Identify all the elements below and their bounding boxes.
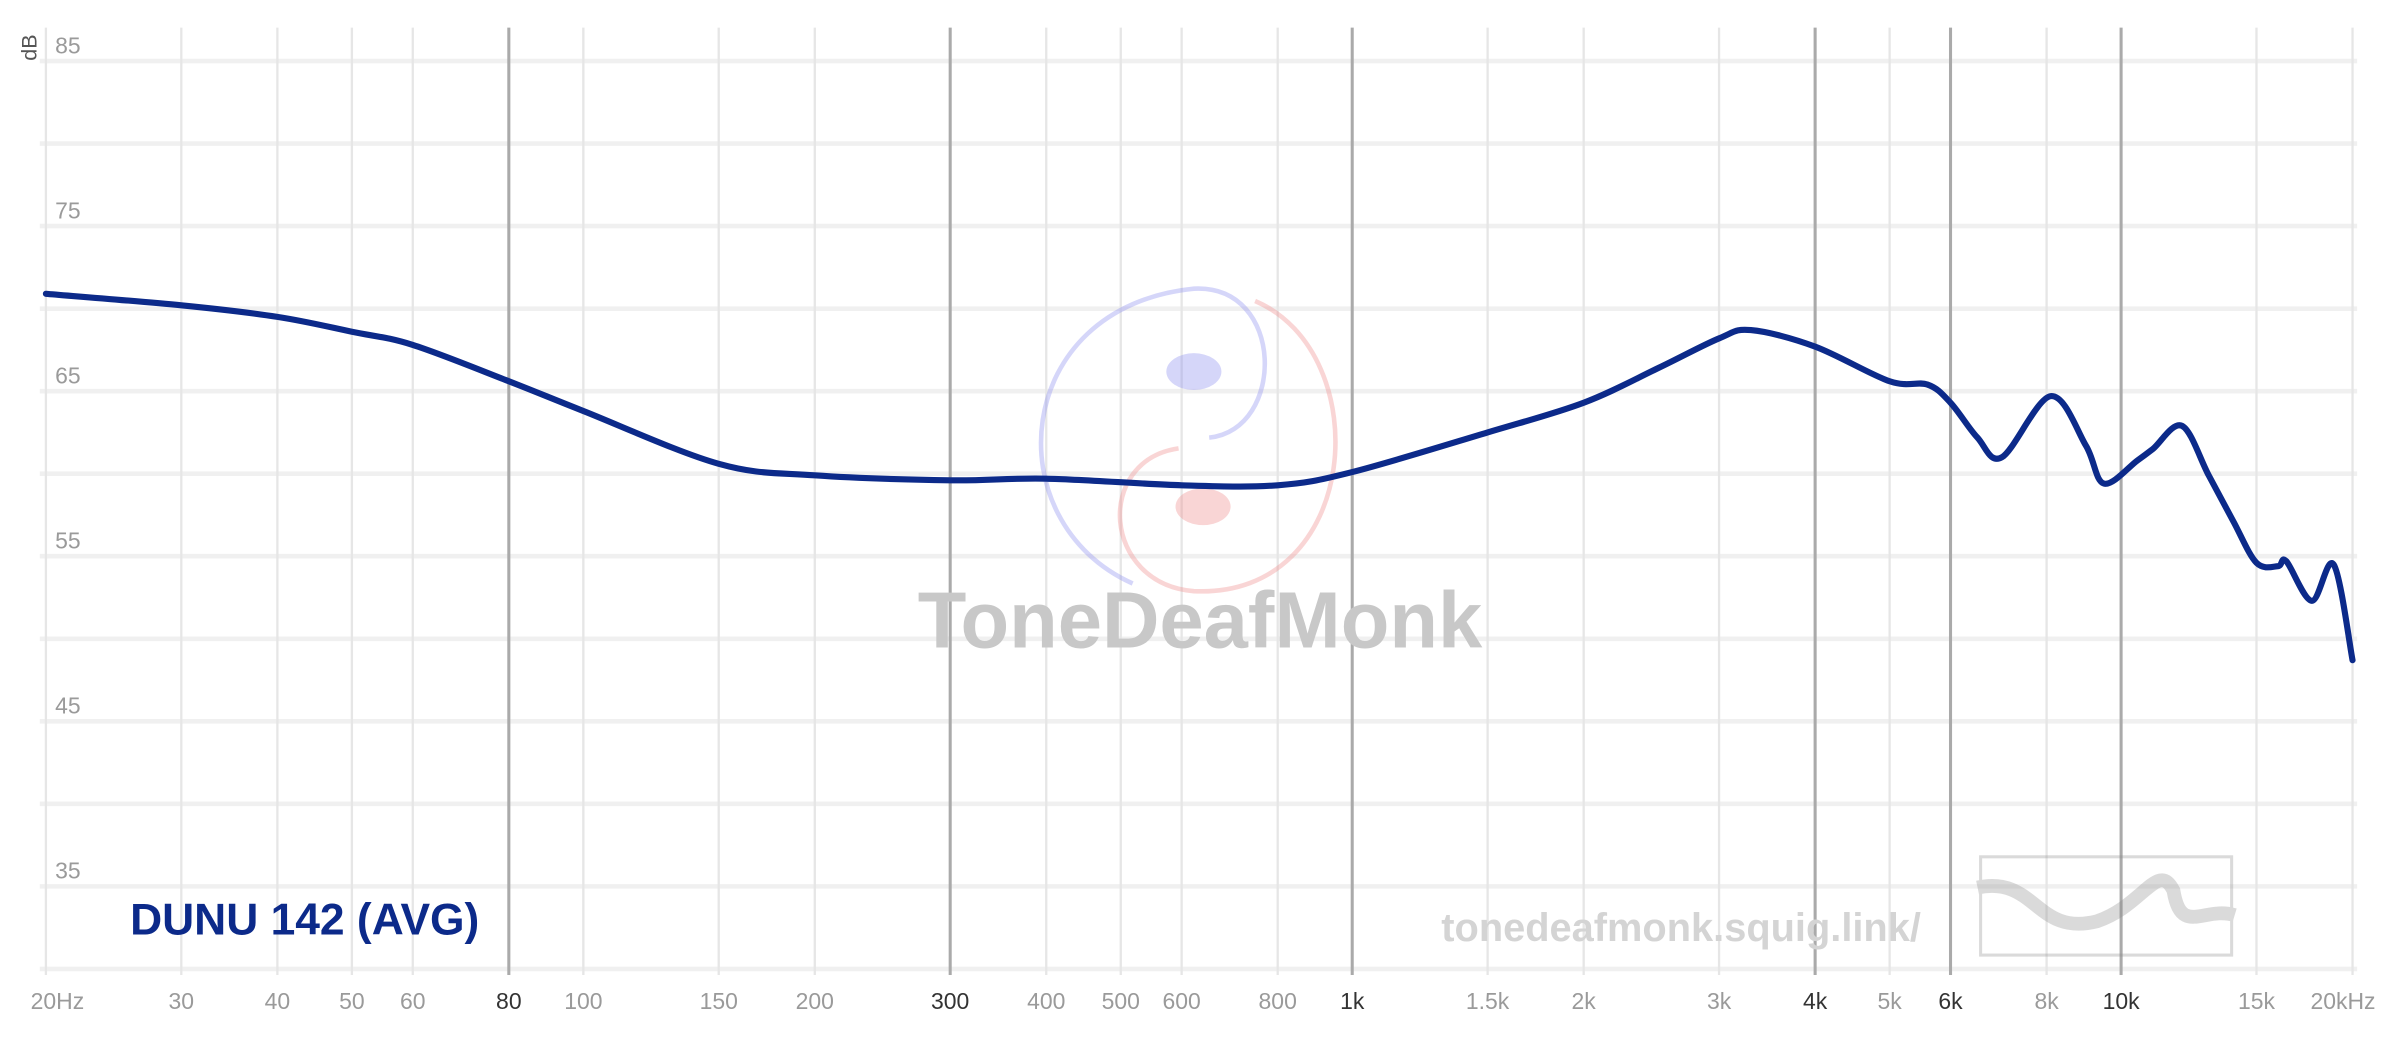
x-tick-label: 400 [1027,988,1065,1014]
x-tick-label: 6k [1938,988,1963,1014]
y-tick-label: 35 [55,858,81,884]
x-tick-label: 50 [339,988,365,1014]
x-tick-label: 2k [1572,988,1597,1014]
x-tick-label: 20Hz [31,988,85,1014]
x-tick-label: 15k [2238,988,2276,1014]
site-url: tonedeafmonk.squig.link/ [1441,906,1921,950]
x-tick-label: 5k [1878,988,1903,1014]
y-tick-label: 85 [55,32,81,58]
logo [1038,286,1338,594]
y-tick-label: 65 [55,362,81,388]
x-tick-label: 10k [2103,988,2141,1014]
x-tick-label: 3k [1707,988,1732,1014]
x-tick-label: 500 [1102,988,1140,1014]
x-tick-label: 800 [1259,988,1297,1014]
y-axis-label: dB [17,34,41,60]
x-tick-label: 150 [700,988,738,1014]
x-tick-label: 200 [796,988,834,1014]
frequency-response [42,290,2356,664]
x-tick-label: 1.5k [1466,988,1510,1014]
x-tick-label: 600 [1162,988,1200,1014]
watermark: ToneDeafMonk [918,575,1483,664]
site-logo [1976,855,2237,957]
x-tick-label: 8k [2034,988,2059,1014]
x-tick-label: 40 [265,988,291,1014]
x-tick-label: 80 [496,988,522,1014]
x-tick-label: 4k [1803,988,1828,1014]
x-tick-label: 20kHz [2310,988,2375,1014]
y-tick-label: 45 [55,693,81,719]
x-tick-label: 30 [169,988,195,1014]
y-tick-label: 55 [55,527,81,553]
x-tick-label: 300 [931,988,969,1014]
legend-label: DUNU 142 (AVG) [130,896,479,945]
y-tick-label: 75 [55,197,81,223]
x-tick-label: 100 [564,988,602,1014]
x-tick-label: 1k [1340,988,1365,1014]
x-tick-label: 60 [400,988,426,1014]
